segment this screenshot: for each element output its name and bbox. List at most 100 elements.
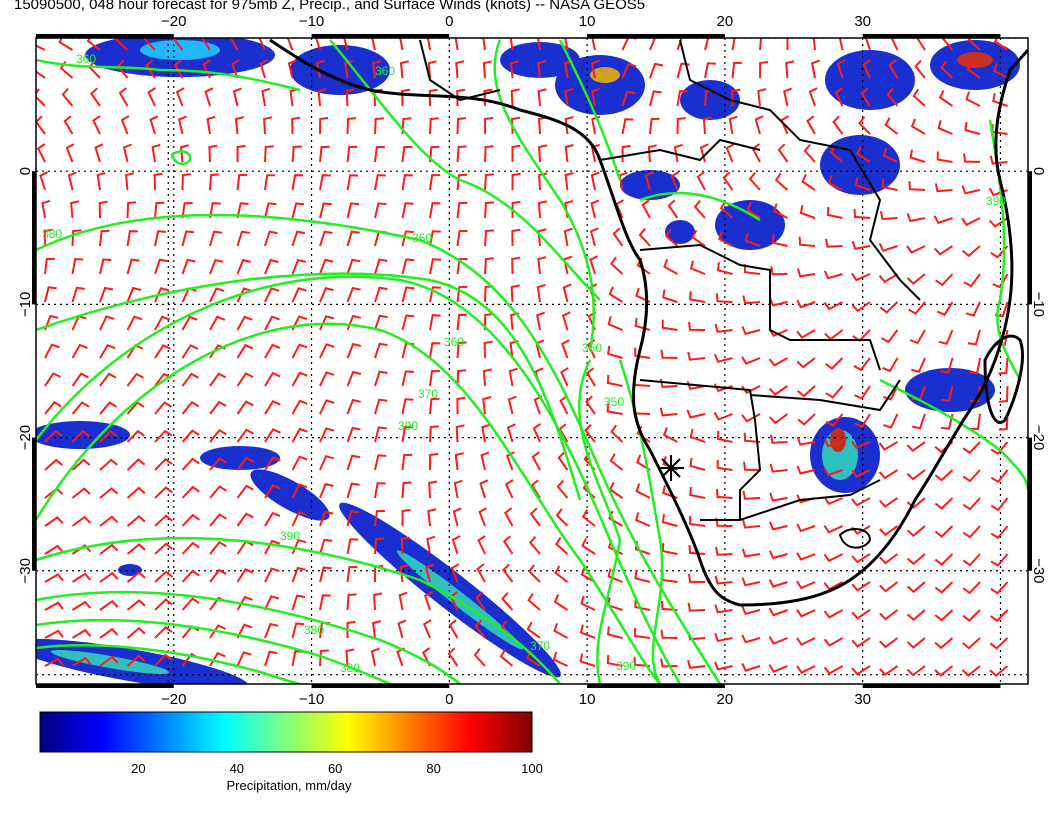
wind-barb xyxy=(936,151,953,163)
wind-barb xyxy=(823,496,843,506)
contour-label: 390 xyxy=(398,419,418,433)
wind-barb xyxy=(964,121,981,135)
wind-barb xyxy=(940,385,954,402)
wind-barb xyxy=(532,423,542,443)
wind-barb xyxy=(911,413,926,430)
wind-barb xyxy=(99,343,116,359)
wind-barb xyxy=(741,385,761,394)
wind-barb xyxy=(126,599,146,611)
wind-barb xyxy=(731,38,736,51)
wind-barb xyxy=(836,59,846,79)
wind-barb xyxy=(122,143,132,163)
wind-barb xyxy=(154,486,173,499)
wind-barb xyxy=(264,484,281,499)
wind-barb xyxy=(236,258,252,275)
wind-barb xyxy=(96,171,106,191)
wind-barb xyxy=(743,461,761,471)
wind-barb xyxy=(264,202,277,219)
wind-barb xyxy=(962,469,981,483)
wind-barb xyxy=(589,227,599,247)
wind-barb xyxy=(345,88,355,107)
wind-barb xyxy=(71,429,90,443)
wind-barb xyxy=(649,117,660,135)
wind-barb xyxy=(204,87,214,107)
wind-barb xyxy=(401,258,415,275)
colorbar-ticks: 20 40 60 80 100 xyxy=(131,761,543,776)
wind-barb xyxy=(647,144,657,163)
wind-barb xyxy=(346,566,358,583)
wind-barb xyxy=(401,370,414,387)
x-tick-label-bottom: −10 xyxy=(299,691,324,708)
precip-area xyxy=(590,67,620,83)
wind-barb xyxy=(264,650,278,667)
wind-barb xyxy=(477,535,486,555)
wind-barb xyxy=(126,258,140,275)
wind-barb xyxy=(236,651,252,667)
wind-barb xyxy=(808,87,818,107)
wind-barb xyxy=(484,257,494,275)
contour-line xyxy=(577,359,622,684)
wind-barb xyxy=(561,339,570,359)
wind-barb xyxy=(934,469,954,482)
wind-barb xyxy=(92,115,101,135)
wind-barb xyxy=(878,243,898,252)
wind-barb xyxy=(851,440,871,450)
wind-barb xyxy=(638,228,651,247)
wind-barb xyxy=(696,171,706,191)
wind-barb xyxy=(878,497,899,508)
wind-barb xyxy=(527,592,541,611)
wind-barb xyxy=(319,117,329,135)
wind-barb xyxy=(236,400,254,415)
wind-barb xyxy=(501,592,514,611)
wind-barb xyxy=(154,429,173,443)
precip-area xyxy=(250,469,330,521)
x-tick-label-bottom: 20 xyxy=(717,691,734,708)
wind-barb xyxy=(484,313,494,331)
wind-barb xyxy=(886,87,899,107)
wind-barb xyxy=(689,291,706,303)
wind-barb xyxy=(912,88,926,107)
colorbar-label: Precipitation, mm/day xyxy=(227,778,352,793)
wind-barb xyxy=(36,143,46,163)
wind-barb xyxy=(181,429,200,443)
wind-barb xyxy=(906,553,926,566)
wind-barb xyxy=(319,454,334,471)
wind-barb xyxy=(832,115,844,135)
wind-barb xyxy=(934,183,953,193)
wind-barb xyxy=(797,413,816,426)
wind-barb xyxy=(890,38,899,51)
wind-barb xyxy=(810,59,820,79)
border-line xyxy=(639,379,762,520)
x-tick-label-top: 0 xyxy=(445,13,453,30)
contour-label: 360 xyxy=(375,64,395,78)
wind-barb xyxy=(659,407,678,417)
wind-barb xyxy=(507,395,517,415)
border-line xyxy=(749,379,901,412)
wind-barb xyxy=(181,569,200,583)
wind-barb xyxy=(236,144,246,163)
contour-line xyxy=(36,590,461,684)
wind-barb xyxy=(759,61,769,79)
wind-barb xyxy=(704,62,716,79)
wind-barb xyxy=(769,492,788,502)
wind-barb xyxy=(879,553,899,565)
y-tick-label-right: −20 xyxy=(1030,425,1047,450)
wind-barb xyxy=(291,258,307,275)
wind-barb xyxy=(851,581,871,592)
wind-barb xyxy=(990,469,1009,483)
wind-barb xyxy=(661,543,678,555)
wind-barb xyxy=(998,413,1009,431)
x-tick-label-bottom: 10 xyxy=(579,691,596,708)
wind-barb xyxy=(44,657,64,667)
x-tick-label-top: −20 xyxy=(161,13,186,30)
wind-barb xyxy=(319,399,335,415)
wind-barb xyxy=(965,301,981,317)
wind-barb xyxy=(635,483,651,499)
wind-barb xyxy=(879,581,899,593)
wind-barb xyxy=(236,512,254,527)
y-axis-left-labels: 0 −10 −20 −30 xyxy=(17,167,34,583)
wind-barb xyxy=(236,484,254,499)
wind-barb xyxy=(812,38,816,51)
wind-barb xyxy=(564,116,574,135)
wind-barb xyxy=(180,144,190,163)
